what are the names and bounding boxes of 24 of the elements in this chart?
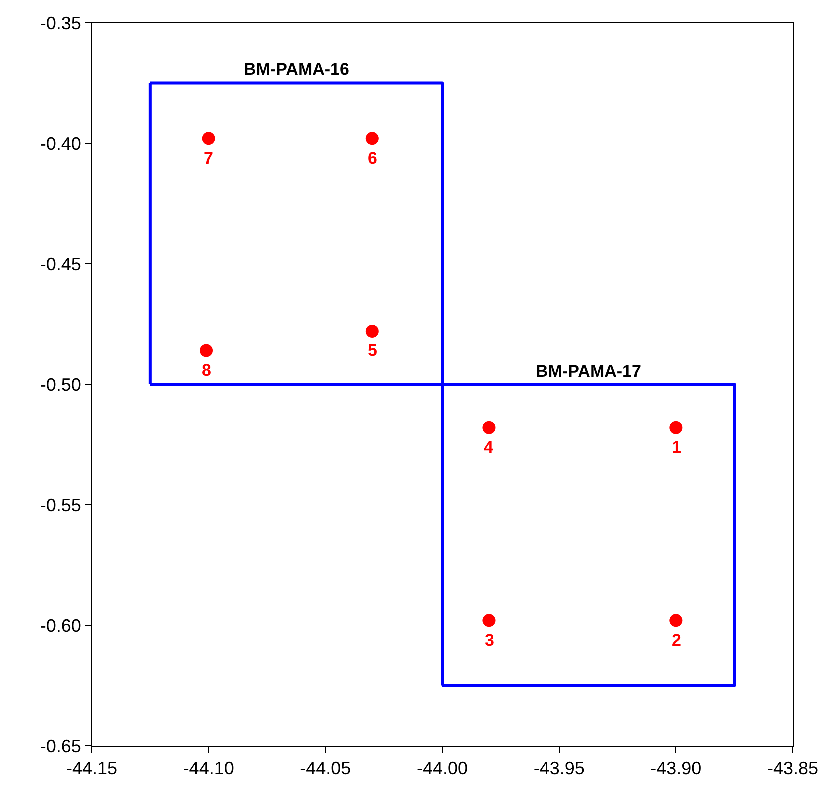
annotation: BM-PAMA-17 xyxy=(536,362,642,381)
annotation: 3 xyxy=(485,631,494,650)
y-tick-label: -0.65 xyxy=(40,736,82,756)
x-tick-label: -44.10 xyxy=(183,758,234,779)
y-tick-label: -0.60 xyxy=(40,616,82,636)
x-tick-label: -43.90 xyxy=(650,758,702,779)
y-tick-label: -0.35 xyxy=(40,13,82,34)
annotation: BM-PAMA-16 xyxy=(244,60,350,79)
annotation: 5 xyxy=(368,341,378,360)
y-tick-label: -0.40 xyxy=(40,134,82,154)
annotation: 2 xyxy=(672,631,682,650)
annotation: 8 xyxy=(202,361,212,380)
annotation: 7 xyxy=(204,149,214,168)
x-tick-label: -44.00 xyxy=(416,758,468,779)
x-tick-label: -43.95 xyxy=(534,758,585,779)
x-tick-label: -44.05 xyxy=(300,758,352,779)
annotation: 6 xyxy=(368,149,378,168)
x-tick-label: -43.85 xyxy=(767,758,819,779)
annotation: 4 xyxy=(484,438,494,457)
y-tick-label: -0.45 xyxy=(40,254,82,274)
y-tick-label: -0.55 xyxy=(40,495,82,516)
x-tick-label: -44.15 xyxy=(66,758,118,779)
y-tick-label: -0.50 xyxy=(40,374,82,395)
annotation: 1 xyxy=(672,438,682,457)
